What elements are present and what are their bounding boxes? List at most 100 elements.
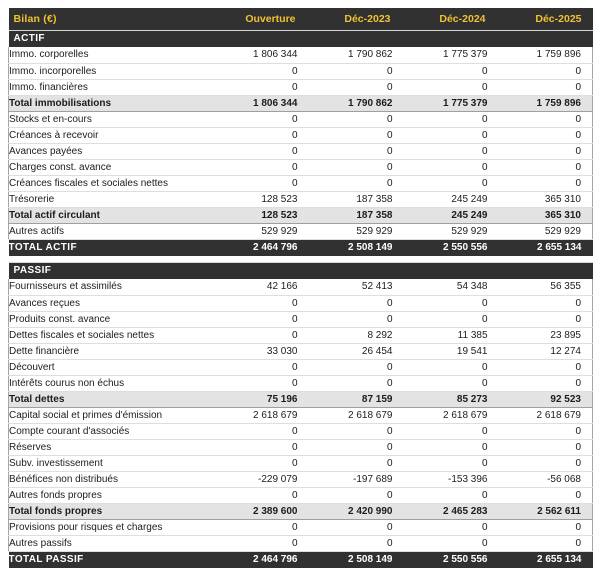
cell-value: 0 bbox=[487, 159, 593, 176]
row-label: Immo. financières bbox=[8, 79, 203, 96]
cell-value: 1 790 862 bbox=[297, 95, 393, 112]
total-row: TOTAL PASSIF 2 464 796 2 508 149 2 550 556 2… bbox=[8, 551, 593, 568]
cell-value: 0 bbox=[202, 535, 298, 552]
cell-value: 0 bbox=[202, 79, 298, 96]
cell-value: 0 bbox=[297, 127, 393, 144]
cell-value: 0 bbox=[297, 111, 393, 128]
cell-value: 2 508 149 bbox=[297, 239, 393, 256]
section-header-row: ACTIF bbox=[8, 29, 593, 47]
cell-value: 0 bbox=[392, 79, 488, 96]
data-row: Produits const. avance 0 0 0 0 bbox=[8, 311, 593, 328]
cell-value: 0 bbox=[297, 159, 393, 176]
cell-value: 56 355 bbox=[487, 279, 593, 296]
data-row: Bénéfices non distribués -229 079 -197 689… bbox=[8, 471, 593, 488]
cell-value: 0 bbox=[202, 423, 298, 440]
cell-value: 0 bbox=[487, 519, 593, 536]
cell-value: 0 bbox=[297, 423, 393, 440]
row-label: Trésorerie bbox=[8, 191, 203, 208]
data-row: Immo. financières 0 0 0 0 bbox=[8, 79, 593, 96]
cell-value: 0 bbox=[487, 487, 593, 504]
cell-value: 2 420 990 bbox=[297, 503, 393, 520]
data-row: Avances reçues 0 0 0 0 bbox=[8, 295, 593, 312]
row-label bbox=[8, 256, 593, 262]
cell-value: 1 775 379 bbox=[392, 47, 488, 64]
cell-value: 0 bbox=[202, 295, 298, 312]
row-label: Charges const. avance bbox=[8, 159, 203, 176]
cell-value: 2 618 679 bbox=[392, 407, 488, 424]
cell-value: 0 bbox=[487, 535, 593, 552]
cell-value: 2 655 134 bbox=[487, 551, 593, 568]
cell-value: 0 bbox=[297, 359, 393, 376]
cell-value: 0 bbox=[202, 175, 298, 192]
cell-value: 0 bbox=[297, 79, 393, 96]
cell-value: 128 523 bbox=[202, 207, 298, 224]
cell-value: 2 618 679 bbox=[487, 407, 593, 424]
row-label: Autres passifs bbox=[8, 535, 203, 552]
data-row: Dette financière 33 030 26 454 19 541 12 274 bbox=[8, 343, 593, 360]
cell-value: 0 bbox=[202, 143, 298, 160]
row-label: Compte courant d'associés bbox=[8, 423, 203, 440]
cell-value: 54 348 bbox=[392, 279, 488, 296]
data-row: Intérêts courus non échus 0 0 0 0 bbox=[8, 375, 593, 392]
table-title: Bilan (€) bbox=[8, 8, 203, 30]
cell-value: 0 bbox=[297, 143, 393, 160]
data-row: Avances payées 0 0 0 0 bbox=[8, 143, 593, 160]
row-label: Avances reçues bbox=[8, 295, 203, 312]
data-row: Immo. incorporelles 0 0 0 0 bbox=[8, 63, 593, 80]
row-label: Total immobilisations bbox=[8, 95, 203, 112]
cell-value: 0 bbox=[202, 455, 298, 472]
data-row: Autres fonds propres 0 0 0 0 bbox=[8, 487, 593, 504]
cell-value: 92 523 bbox=[487, 391, 593, 408]
row-label: Stocks et en-cours bbox=[8, 111, 203, 128]
data-row: Autres actifs 529 929 529 929 529 929 529 92… bbox=[8, 223, 593, 240]
data-row: Subv. investissement 0 0 0 0 bbox=[8, 455, 593, 472]
cell-value: -229 079 bbox=[202, 471, 298, 488]
cell-value: 0 bbox=[487, 63, 593, 80]
cell-value: 365 310 bbox=[487, 207, 593, 224]
data-row: Capital social et primes d'émission 2 618… bbox=[8, 407, 593, 424]
cell-value: 0 bbox=[202, 439, 298, 456]
cell-value: 0 bbox=[392, 519, 488, 536]
row-label: Produits const. avance bbox=[8, 311, 203, 328]
cell-value: 0 bbox=[392, 375, 488, 392]
row-label: Total actif circulant bbox=[8, 207, 203, 224]
subtotal-row: Total actif circulant 128 523 187 358 245 2… bbox=[8, 207, 593, 224]
cell-value: 26 454 bbox=[297, 343, 393, 360]
total-row: TOTAL ACTIF 2 464 796 2 508 149 2 550 556 2 … bbox=[8, 239, 593, 256]
cell-value: 0 bbox=[202, 519, 298, 536]
cell-value: 0 bbox=[202, 111, 298, 128]
section-gap bbox=[8, 256, 593, 262]
cell-value: 87 159 bbox=[297, 391, 393, 408]
cell-value: 0 bbox=[392, 487, 488, 504]
cell-value: 0 bbox=[202, 487, 298, 504]
cell-value: 2 550 556 bbox=[392, 239, 488, 256]
cell-value: 0 bbox=[392, 359, 488, 376]
cell-value: 245 249 bbox=[392, 191, 488, 208]
cell-value: 0 bbox=[487, 375, 593, 392]
cell-value: -153 396 bbox=[392, 471, 488, 488]
cell-value: -56 068 bbox=[487, 471, 593, 488]
cell-value: 365 310 bbox=[487, 191, 593, 208]
cell-value: 0 bbox=[392, 455, 488, 472]
cell-value: 0 bbox=[202, 327, 298, 344]
cell-value: 0 bbox=[392, 111, 488, 128]
row-label: Fournisseurs et assimilés bbox=[8, 279, 203, 296]
cell-value: -197 689 bbox=[297, 471, 393, 488]
cell-value: 23 895 bbox=[487, 327, 593, 344]
cell-value: 1 775 379 bbox=[392, 95, 488, 112]
row-label: Subv. investissement bbox=[8, 455, 203, 472]
row-label: Total dettes bbox=[8, 391, 203, 408]
row-label: Dette financière bbox=[8, 343, 203, 360]
balance-table-body: ACTIF Immo. corporelles 1 806 344 1 790 862… bbox=[8, 29, 593, 568]
cell-value: 1 759 896 bbox=[487, 95, 593, 112]
section-header-row: PASSIF bbox=[8, 261, 593, 279]
cell-value: 2 464 796 bbox=[202, 239, 298, 256]
cell-value: 2 465 283 bbox=[392, 503, 488, 520]
cell-value: 0 bbox=[392, 311, 488, 328]
cell-value: 0 bbox=[392, 439, 488, 456]
row-label: Bénéfices non distribués bbox=[8, 471, 203, 488]
subtotal-row: Total dettes 75 196 87 159 85 273 92 523 bbox=[8, 391, 593, 408]
row-label: Réserves bbox=[8, 439, 203, 456]
cell-value: 0 bbox=[297, 487, 393, 504]
